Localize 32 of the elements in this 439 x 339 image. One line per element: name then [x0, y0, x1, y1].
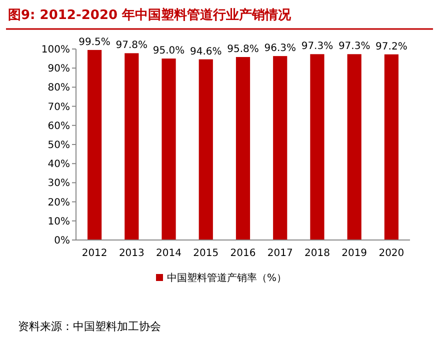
text: 95.8% — [227, 44, 259, 56]
y-tick-label: 40% — [48, 159, 70, 170]
y-tick-label: 30% — [48, 178, 70, 190]
x-tick-label: 2019 — [342, 248, 368, 259]
y-tick-label: 50% — [48, 140, 70, 151]
y-tick-label: 10% — [48, 216, 70, 228]
chart-title: 图9: 2012-2020 年中国塑料管道行业产销情况 — [8, 7, 292, 23]
y-tick-label: 70% — [48, 102, 70, 113]
x-tick-label: 2018 — [304, 248, 330, 259]
x-tick-label: 2015 — [193, 248, 219, 259]
text: 94.6% — [190, 46, 222, 58]
text: 97.2% — [376, 41, 408, 52]
x-tick-label: 2013 — [118, 248, 144, 259]
x-tick-label: 2012 — [82, 248, 108, 259]
text: 95.0% — [152, 46, 185, 57]
y-tick-label: 20% — [48, 197, 70, 208]
x-tick-label: 2020 — [378, 248, 404, 259]
text: 资料来源：中国塑料加工协会 — [18, 320, 161, 333]
x-tick-label: 2014 — [156, 248, 182, 259]
y-tick-label: 80% — [48, 82, 70, 94]
y-tick-label: 90% — [48, 64, 70, 75]
text: 97.3% — [338, 41, 370, 52]
legend-label: 中国塑料管道产销率（%） — [167, 272, 287, 284]
text: 97.8% — [116, 40, 148, 52]
y-tick-label: 100% — [41, 44, 70, 56]
text: 96.3% — [264, 43, 296, 54]
x-tick-label: 2017 — [267, 248, 293, 259]
text: 97.3% — [301, 41, 334, 52]
x-tick-label: 2016 — [230, 248, 256, 259]
y-tick-label: 0% — [54, 236, 70, 246]
y-tick-label: 60% — [48, 120, 70, 132]
text: 99.5% — [78, 36, 110, 48]
